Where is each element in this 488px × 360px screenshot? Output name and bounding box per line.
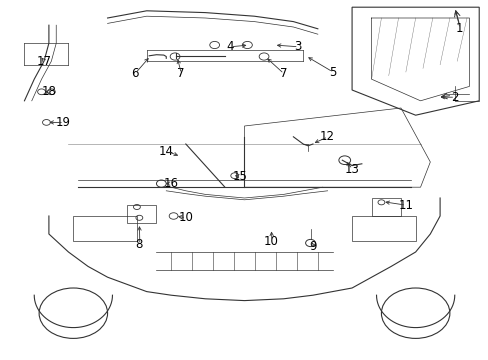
Text: 2: 2	[450, 91, 458, 104]
Text: 6: 6	[130, 67, 138, 80]
Text: 8: 8	[135, 238, 143, 251]
Text: 15: 15	[232, 170, 246, 183]
Text: 9: 9	[308, 240, 316, 253]
Text: 18: 18	[41, 85, 56, 98]
Text: 12: 12	[320, 130, 334, 143]
Text: 7: 7	[279, 67, 287, 80]
Text: 1: 1	[455, 22, 463, 35]
Text: 11: 11	[398, 199, 412, 212]
Text: 16: 16	[163, 177, 178, 190]
Text: 10: 10	[178, 211, 193, 224]
Text: 10: 10	[264, 235, 278, 248]
Text: 4: 4	[225, 40, 233, 53]
Text: 13: 13	[344, 163, 359, 176]
Text: 7: 7	[177, 67, 184, 80]
Text: 17: 17	[37, 55, 51, 68]
Text: 3: 3	[294, 40, 302, 53]
Text: 14: 14	[159, 145, 173, 158]
Text: 19: 19	[56, 116, 71, 129]
Text: 5: 5	[328, 66, 336, 78]
